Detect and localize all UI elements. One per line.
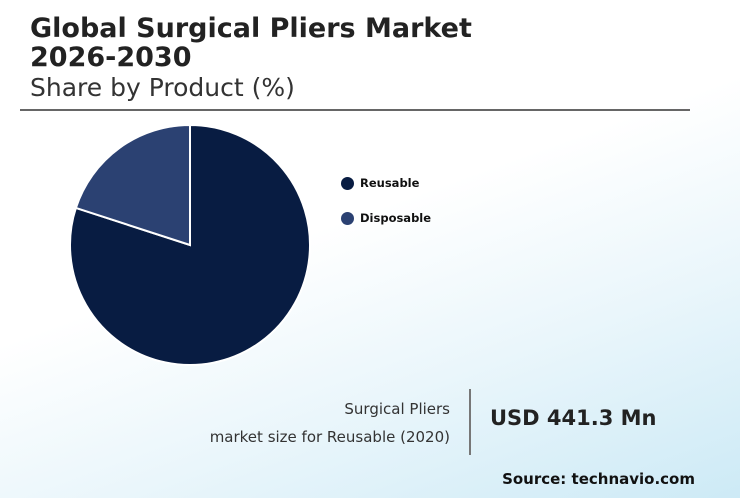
legend-label: Reusable — [360, 176, 420, 190]
source-label: Source: technavio.com — [502, 470, 695, 488]
market-size-value: USD 441.3 Mn — [490, 406, 657, 430]
market-size-caption-line-2: market size for Reusable (2020) — [209, 428, 450, 446]
legend-label: Disposable — [360, 211, 432, 225]
chart-subtitle: Share by Product (%) — [30, 73, 295, 102]
pie-slice-disposable — [74, 123, 191, 247]
market-size-caption-line-1: Surgical Pliers — [344, 400, 450, 418]
chart-title: Global Surgical Pliers Market 2026-2030 — [30, 14, 472, 72]
divider-vertical — [469, 389, 471, 455]
legend-swatch — [341, 176, 354, 190]
title-line-2: 2026-2030 — [30, 42, 192, 73]
legend: Reusable Disposable — [341, 175, 431, 245]
legend-item-disposable: Disposable — [341, 210, 431, 226]
legend-swatch — [341, 211, 354, 225]
legend-item-reusable: Reusable — [341, 175, 431, 191]
title-line-1: Global Surgical Pliers Market — [30, 13, 472, 44]
divider — [20, 109, 690, 111]
